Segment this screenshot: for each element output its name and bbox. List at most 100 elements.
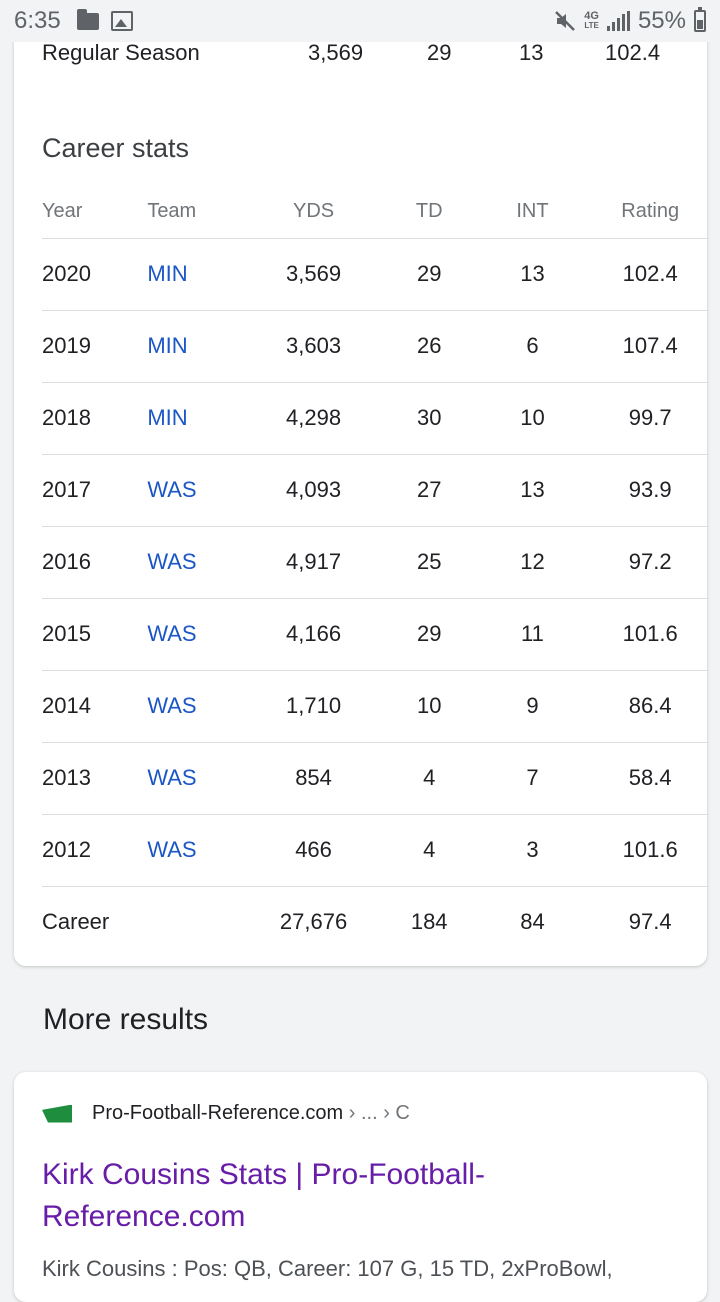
row-team-link[interactable]: WAS (147, 454, 241, 527)
row-int: 13 (471, 454, 594, 527)
row-year: 2016 (42, 526, 148, 599)
row-yds: 4,298 (240, 382, 387, 455)
row-team-link[interactable]: WAS (147, 598, 241, 671)
row-td: 25 (386, 526, 472, 599)
status-left: 6:35 (14, 7, 133, 35)
row-year: 2014 (42, 670, 148, 743)
row-td: 4 (386, 742, 472, 815)
row-int: 11 (471, 598, 594, 671)
row-year: 2013 (42, 742, 148, 815)
row-td: 29 (386, 598, 472, 671)
table-row: 2015 WAS 4,166 29 11 101.6 (42, 598, 707, 671)
row-yds: 3,603 (240, 310, 387, 383)
career-total-rating: 97.4 (628, 909, 672, 935)
career-total-td: 184 (410, 909, 448, 935)
row-team-link[interactable]: WAS (147, 814, 241, 887)
result-source[interactable]: Pro-Football-Reference.com › ... › C (42, 1102, 410, 1125)
row-rating: 93.9 (593, 454, 707, 527)
row-int: 10 (471, 382, 594, 455)
header-int: INT (471, 185, 594, 239)
header-rating: Rating (593, 185, 707, 239)
row-yds: 1,710 (240, 670, 387, 743)
result-snippet: Kirk Cousins : Pos: QB, Career: 107 G, 1… (42, 1256, 613, 1281)
career-total-yds: 27,676 (279, 909, 348, 935)
header-td: TD (386, 185, 472, 239)
row-rating: 58.4 (593, 742, 707, 815)
row-int: 6 (471, 310, 594, 383)
network-indicator: 4G LTE (584, 11, 599, 31)
career-stats-title: Career stats (42, 133, 190, 163)
row-yds: 4,917 (240, 526, 387, 599)
header-team: Team (147, 185, 241, 239)
row-year: 2019 (42, 310, 148, 383)
pro-football-reference-logo-icon (42, 1104, 72, 1123)
career-stats-table: Year Team YDS TD INT Rating 2020 MIN 3,5… (42, 185, 707, 958)
table-row: 2018 MIN 4,298 30 10 99.7 (42, 382, 707, 455)
row-year: 2018 (42, 382, 148, 455)
career-stats-card: Regular Season 3,569 29 13 102.4 Career … (14, 0, 707, 966)
network-type: 4G (584, 10, 599, 22)
search-result-card[interactable]: Pro-Football-Reference.com › ... › C Kir… (14, 1072, 707, 1302)
row-td: 10 (386, 670, 472, 743)
career-total-row: Career 27,676 184 84 97.4 (42, 886, 707, 958)
row-yds: 3,569 (240, 238, 387, 311)
row-yds: 854 (240, 742, 387, 815)
row-int: 9 (471, 670, 594, 743)
row-yds: 466 (240, 814, 387, 887)
table-row: 2012 WAS 466 4 3 101.6 (42, 814, 707, 887)
row-team-link[interactable]: WAS (147, 526, 241, 599)
result-title-link[interactable]: Kirk Cousins Stats | Pro-Football-Refere… (42, 1158, 485, 1233)
battery-icon (694, 7, 706, 32)
table-row: 2017 WAS 4,093 27 13 93.9 (42, 454, 707, 527)
row-int: 12 (471, 526, 594, 599)
regular-season-td: 29 (427, 40, 452, 65)
table-row: 2013 WAS 854 4 7 58.4 (42, 742, 707, 815)
row-rating: 102.4 (593, 238, 707, 311)
row-rating: 101.6 (593, 598, 707, 671)
regular-season-rating: 102.4 (605, 40, 661, 65)
row-td: 27 (386, 454, 472, 527)
row-team-link[interactable]: WAS (147, 742, 241, 815)
row-yds: 4,093 (240, 454, 387, 527)
result-source-name: Pro-Football-Reference.com (92, 1102, 344, 1124)
row-td: 26 (386, 310, 472, 383)
status-time: 6:35 (14, 7, 61, 34)
row-yds: 4,166 (240, 598, 387, 671)
table-row: 2019 MIN 3,603 26 6 107.4 (42, 310, 707, 383)
result-source-path: › ... › C (343, 1102, 410, 1124)
career-total-label: Career (42, 909, 110, 935)
header-year: Year (42, 185, 148, 239)
network-subtype: LTE (584, 21, 599, 30)
folder-icon (76, 8, 99, 30)
row-team-link[interactable]: MIN (147, 310, 241, 383)
row-year: 2017 (42, 454, 148, 527)
table-row: 2014 WAS 1,710 10 9 86.4 (42, 670, 707, 743)
row-team-link[interactable]: MIN (147, 382, 241, 455)
battery-percent: 55% (637, 7, 686, 34)
row-team-link[interactable]: MIN (147, 238, 241, 311)
more-results-heading: More results (43, 1003, 209, 1036)
image-icon (110, 11, 133, 31)
status-bar: 6:35 4G LTE 55% (0, 0, 720, 42)
table-row: 2016 WAS 4,917 25 12 97.2 (42, 526, 707, 599)
header-yds: YDS (240, 185, 387, 239)
regular-season-int: 13 (519, 40, 544, 65)
result-source-site: Pro-Football-Reference.com › ... › C (92, 1102, 410, 1125)
table-header-row: Year Team YDS TD INT Rating (42, 185, 707, 239)
row-rating: 101.6 (593, 814, 707, 887)
row-year: 2015 (42, 598, 148, 671)
career-total-int: 84 (520, 909, 545, 935)
row-int: 3 (471, 814, 594, 887)
row-rating: 107.4 (593, 310, 707, 383)
regular-season-label: Regular Season (42, 40, 200, 65)
row-int: 13 (471, 238, 594, 311)
table-row: 2020 MIN 3,569 29 13 102.4 (42, 238, 707, 311)
row-rating: 97.2 (593, 526, 707, 599)
row-rating: 99.7 (593, 382, 707, 455)
mute-icon (555, 11, 576, 31)
row-int: 7 (471, 742, 594, 815)
row-rating: 86.4 (593, 670, 707, 743)
signal-icon (606, 11, 630, 31)
row-year: 2020 (42, 238, 148, 311)
row-team-link[interactable]: WAS (147, 670, 241, 743)
